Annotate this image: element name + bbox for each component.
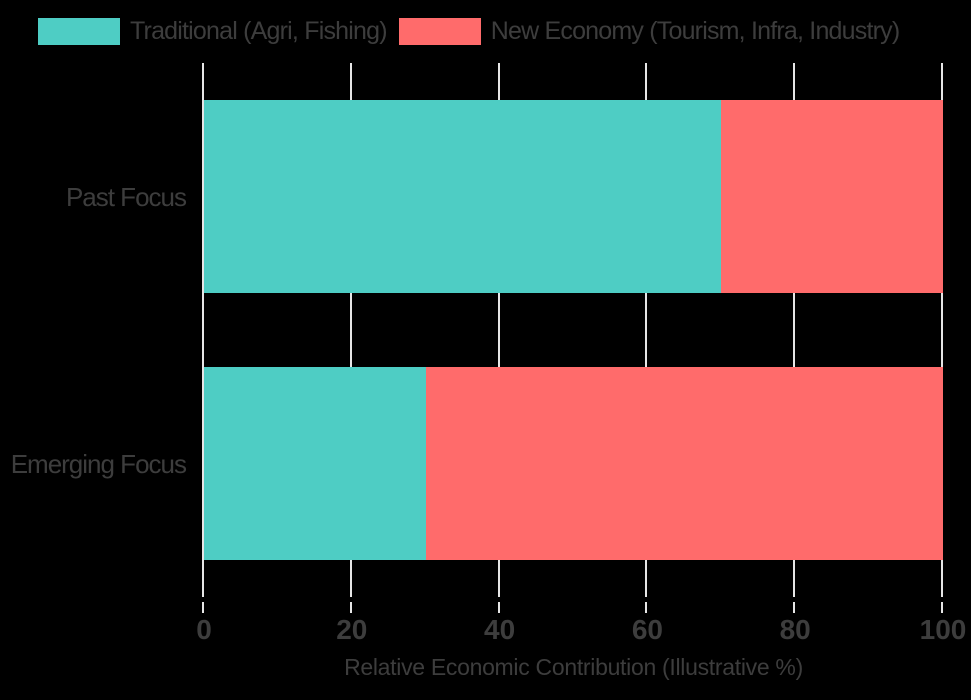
gridline bbox=[793, 63, 796, 597]
x-tick-label: 0 bbox=[196, 614, 212, 645]
gridline bbox=[349, 63, 352, 597]
y-category-label: Emerging Focus bbox=[10, 448, 187, 479]
x-tick-mark bbox=[941, 602, 943, 613]
x-tick-label: 40 bbox=[484, 614, 516, 645]
legend-label: Traditional (Agri, Fishing) bbox=[130, 17, 388, 45]
x-axis-title: Relative Economic Contribution (Illustra… bbox=[344, 654, 803, 680]
y-category-label: Past Focus bbox=[65, 181, 187, 212]
x-tick-label: 80 bbox=[779, 614, 811, 645]
bar-segment bbox=[204, 100, 722, 293]
x-tick-mark bbox=[349, 602, 352, 613]
x-tick-label: 20 bbox=[336, 614, 368, 645]
gridline bbox=[941, 63, 943, 597]
x-tick-label: 60 bbox=[631, 614, 663, 645]
bar-row bbox=[204, 367, 943, 560]
legend-item: New Economy (Tourism, Infra, Industry) bbox=[398, 17, 900, 46]
plot-area: 0 20 40 60 80 100 bbox=[196, 63, 966, 645]
legend-swatch bbox=[38, 18, 120, 45]
gridline bbox=[202, 63, 204, 597]
legend-swatch bbox=[398, 18, 481, 45]
legend: Traditional (Agri, Fishing) New Economy (… bbox=[38, 17, 900, 46]
legend-label: New Economy (Tourism, Infra, Industry) bbox=[490, 17, 900, 45]
x-tick-mark bbox=[202, 602, 204, 613]
x-tick-label: 100 bbox=[919, 614, 967, 645]
x-tick-mark bbox=[793, 602, 796, 613]
gridline bbox=[497, 63, 500, 597]
bar-segment bbox=[721, 100, 943, 293]
legend-item: Traditional (Agri, Fishing) bbox=[38, 17, 388, 46]
bar-segment bbox=[204, 367, 426, 560]
gridline bbox=[645, 63, 648, 597]
bar-row bbox=[204, 100, 943, 293]
x-tick-mark bbox=[497, 602, 500, 613]
bar-segment bbox=[425, 367, 943, 560]
x-tick-mark bbox=[645, 602, 648, 613]
